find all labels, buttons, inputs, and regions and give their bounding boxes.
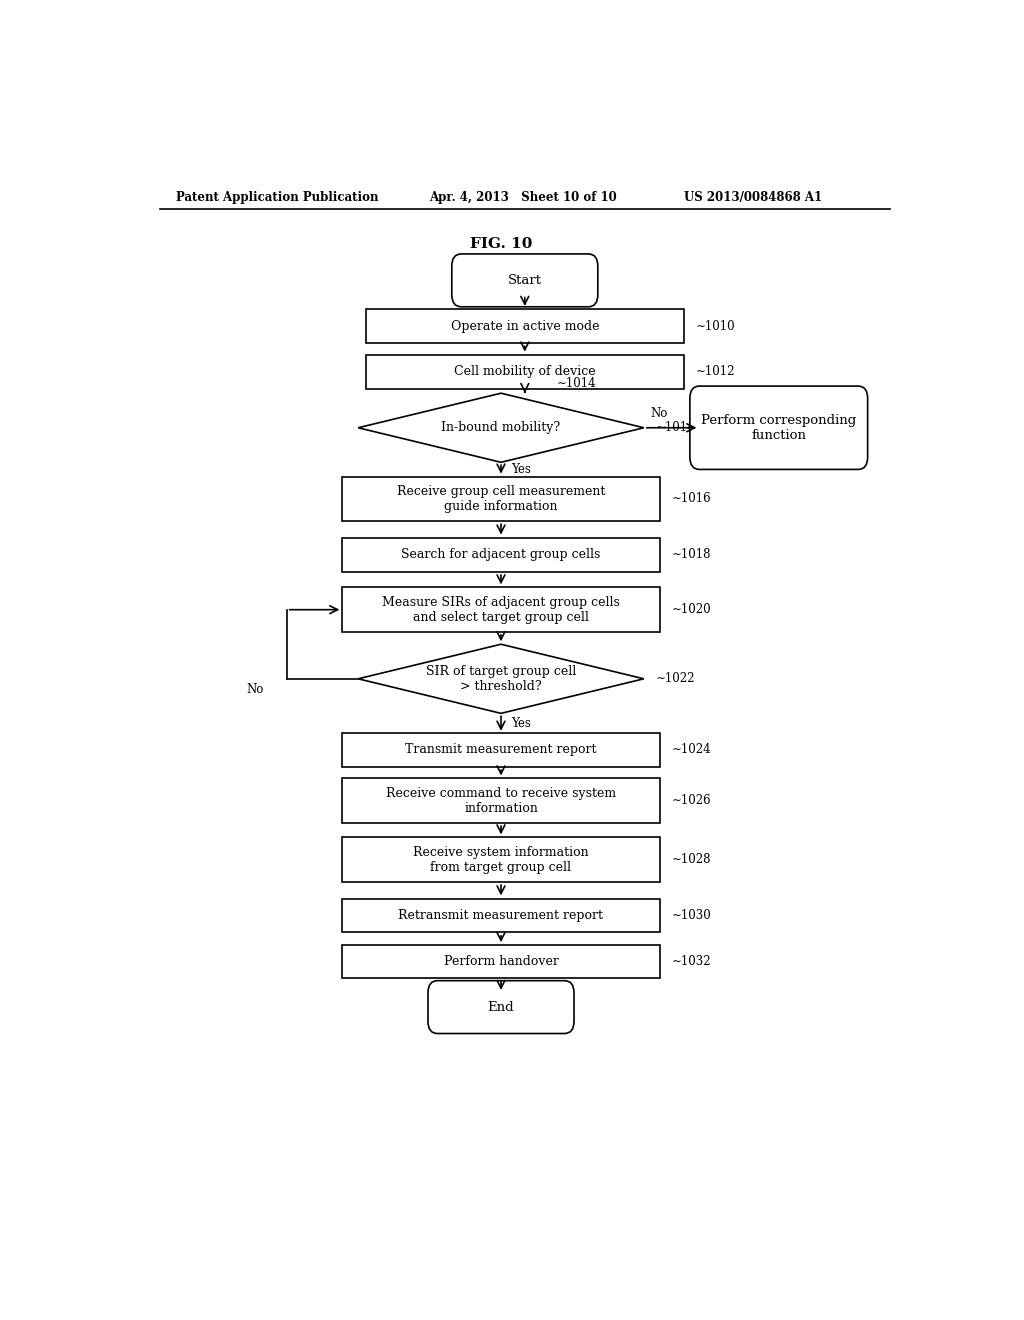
Bar: [342, 539, 659, 572]
Text: Transmit measurement report: Transmit measurement report: [406, 743, 597, 756]
Text: Yes: Yes: [511, 717, 531, 730]
Text: Receive group cell measurement
guide information: Receive group cell measurement guide inf…: [397, 484, 605, 513]
Polygon shape: [358, 393, 644, 462]
Text: SIR of target group cell
> threshold?: SIR of target group cell > threshold?: [426, 665, 577, 693]
Bar: [342, 587, 659, 632]
Text: ∼1022: ∼1022: [655, 672, 695, 685]
Text: ∼1012: ∼1012: [695, 366, 735, 379]
FancyBboxPatch shape: [690, 385, 867, 470]
Text: No: No: [247, 682, 263, 696]
Text: ∼1026: ∼1026: [672, 795, 712, 808]
FancyBboxPatch shape: [428, 981, 574, 1034]
Bar: [342, 477, 659, 521]
Text: Patent Application Publication: Patent Application Publication: [176, 190, 378, 203]
Text: ∼1014: ∼1014: [557, 378, 596, 391]
Text: No: No: [650, 407, 668, 420]
Text: Operate in active mode: Operate in active mode: [451, 319, 599, 333]
Polygon shape: [358, 644, 644, 713]
Bar: [342, 733, 659, 767]
Text: ∼1018: ∼1018: [672, 548, 711, 561]
Bar: [367, 355, 684, 388]
Text: Measure SIRs of adjacent group cells
and select target group cell: Measure SIRs of adjacent group cells and…: [382, 595, 620, 623]
Text: Receive system information
from target group cell: Receive system information from target g…: [413, 846, 589, 874]
Bar: [342, 837, 659, 882]
Text: Perform corresponding
function: Perform corresponding function: [701, 413, 856, 442]
Text: ∼1010: ∼1010: [695, 319, 735, 333]
Text: Perform handover: Perform handover: [443, 954, 558, 968]
Text: Start: Start: [508, 273, 542, 286]
Bar: [342, 779, 659, 824]
Text: Search for adjacent group cells: Search for adjacent group cells: [401, 548, 601, 561]
Bar: [367, 309, 684, 343]
FancyBboxPatch shape: [452, 253, 598, 306]
Text: ∼1028: ∼1028: [672, 853, 711, 866]
Text: US 2013/0084868 A1: US 2013/0084868 A1: [684, 190, 821, 203]
Bar: [342, 899, 659, 932]
Text: ∼1032: ∼1032: [672, 954, 712, 968]
Text: In-bound mobility?: In-bound mobility?: [441, 421, 560, 434]
Text: Retransmit measurement report: Retransmit measurement report: [398, 909, 603, 923]
Text: Cell mobility of device: Cell mobility of device: [454, 366, 596, 379]
Text: ∼1016: ∼1016: [672, 492, 712, 506]
Text: ∼1030: ∼1030: [672, 909, 712, 923]
Bar: [342, 945, 659, 978]
Text: ∼1024: ∼1024: [672, 743, 712, 756]
Text: End: End: [487, 1001, 514, 1014]
Text: Receive command to receive system
information: Receive command to receive system inform…: [386, 787, 616, 814]
Text: ∼1020: ∼1020: [672, 603, 712, 616]
Text: FIG. 10: FIG. 10: [470, 236, 532, 251]
Text: Apr. 4, 2013   Sheet 10 of 10: Apr. 4, 2013 Sheet 10 of 10: [430, 190, 617, 203]
Text: ∼1014: ∼1014: [655, 421, 695, 434]
Text: Yes: Yes: [511, 463, 531, 477]
